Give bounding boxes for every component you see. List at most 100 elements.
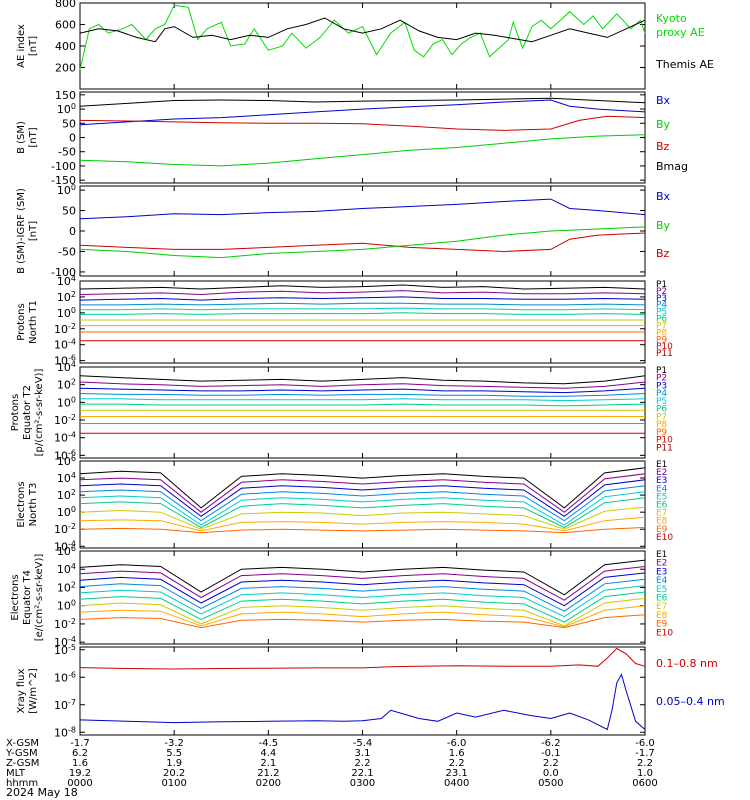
y-tick-label: 10-6 <box>54 670 76 684</box>
channel-label: E4 <box>656 576 668 586</box>
y-tick-label: 100 <box>57 505 76 519</box>
x-tick-label: 0000 <box>67 778 92 789</box>
y-tick-label: 10-8 <box>54 725 76 739</box>
x-tick-label: 1.9 <box>166 758 182 769</box>
y-axis-label: Protons <box>16 303 27 340</box>
y-axis-label: Xray flux <box>16 669 27 714</box>
channel-label: P8 <box>656 420 667 430</box>
channel-label: E7 <box>656 509 667 519</box>
channel-label: P8 <box>656 328 667 338</box>
x-tick-label: 2.2 <box>449 758 465 769</box>
series-line-2 <box>79 99 646 126</box>
channel-label: E10 <box>656 533 673 543</box>
channel-label: P4 <box>656 301 667 311</box>
series-line-9 <box>79 527 646 534</box>
x-tick-label: -0.1 <box>541 748 561 759</box>
x-tick-label: 0100 <box>161 778 186 789</box>
y-tick-label: 50 <box>62 117 76 130</box>
y-tick-label: -100 <box>51 266 76 279</box>
channel-label: P10 <box>656 342 673 352</box>
channel-label: E8 <box>656 611 668 621</box>
y-axis-label: Equator T4 <box>22 570 33 625</box>
panel-frame <box>79 366 646 459</box>
legend-entry: Bx <box>656 94 671 107</box>
channel-label: E9 <box>656 620 668 630</box>
channel-label: P1 <box>656 280 667 290</box>
y-axis-label: Electrons <box>16 481 27 527</box>
x-tick-label: 4.4 <box>260 748 276 759</box>
y-tick-label: -100 <box>51 160 76 173</box>
y-tick-label: 50 <box>62 205 76 218</box>
channel-label: P9 <box>656 428 667 438</box>
legend-entry: Bx <box>656 190 671 203</box>
panel-frame <box>79 91 646 184</box>
y-axis-label: Protons <box>10 394 21 431</box>
legend-entry: Kyoto <box>656 12 687 25</box>
series-line-8 <box>79 605 646 628</box>
channel-label: E4 <box>656 484 668 494</box>
channel-label: E6 <box>656 594 668 604</box>
y-axis-label: [W/m^2] <box>28 668 39 714</box>
channel-label: P6 <box>656 315 667 325</box>
y-tick-label: 10-2 <box>54 413 76 427</box>
series-line-3 <box>79 296 646 301</box>
y-tick-label: 10-6 <box>54 354 76 368</box>
series-line-6 <box>79 591 646 623</box>
x-tick-label: -3.2 <box>164 738 184 749</box>
series-line-3 <box>79 115 646 131</box>
series-line-7 <box>79 597 646 627</box>
x-tick-label: 0.0 <box>543 768 559 779</box>
legend-entry: proxy AE <box>656 26 705 39</box>
series-line-6 <box>80 403 646 407</box>
panel-3: -100 -50 0 50 100 B (SM)-IGRF (SM) [nT] Bx By Bz <box>16 183 671 279</box>
channel-label: P10 <box>656 436 673 446</box>
y-axis-label: [nT] <box>28 127 39 147</box>
panel-4: 10-6 10-4 10-2 100 102 104 Protons North T1 P1P2… <box>16 274 673 368</box>
y-axis-label: North T3 <box>28 483 39 527</box>
series-line-4 <box>79 393 646 397</box>
series-line-1 <box>79 647 646 670</box>
y-tick-label: 102 <box>57 488 76 502</box>
series-line-5 <box>80 398 646 402</box>
channel-label: E6 <box>656 501 668 511</box>
channel-label: E9 <box>656 525 668 535</box>
channel-label: P2 <box>656 287 667 297</box>
y-tick-label: 400 <box>55 40 76 53</box>
channel-label: P4 <box>656 389 667 399</box>
y-axis-label: [nT] <box>28 36 39 56</box>
y-tick-label: 10-2 <box>54 617 76 631</box>
x-tick-label: -1.7 <box>635 748 655 759</box>
legend-entry: Themis AE <box>655 58 714 71</box>
y-axis-label: North T1 <box>28 300 39 344</box>
series-line-3 <box>79 226 646 259</box>
y-tick-label: 0 <box>69 225 76 238</box>
x-tick-label: -6.0 <box>447 738 467 749</box>
channel-label: E1 <box>656 460 667 470</box>
y-tick-label: 200 <box>55 62 76 75</box>
x-tick-label: 1.6 <box>449 748 465 759</box>
x-tick-label: 21.2 <box>257 768 279 779</box>
x-tick-label: 2.2 <box>543 758 559 769</box>
legend-entry: 0.1–0.8 nm <box>656 657 718 670</box>
channel-label: E8 <box>656 517 668 527</box>
series-line-9 <box>79 614 646 629</box>
channel-label: E10 <box>656 628 673 638</box>
legend-entry: Bmag <box>656 160 688 173</box>
x-tick-label: 0400 <box>444 778 469 789</box>
channel-label: P7 <box>656 321 667 331</box>
x-tick-label: -6.0 <box>635 738 655 749</box>
x-tick-label: -4.5 <box>259 738 279 749</box>
series-line-4 <box>80 302 646 306</box>
series-line-1 <box>79 375 646 385</box>
channel-label: E3 <box>656 476 667 486</box>
channel-label: E7 <box>656 602 667 612</box>
series-line-2 <box>79 473 646 513</box>
x-row-name: X-GSM <box>6 738 39 749</box>
x-tick-label: 20.2 <box>163 768 185 779</box>
channel-label: P3 <box>656 294 667 304</box>
y-tick-label: 10-2 <box>54 322 76 336</box>
panel-frame <box>79 2 646 90</box>
series-line-6 <box>79 497 646 529</box>
